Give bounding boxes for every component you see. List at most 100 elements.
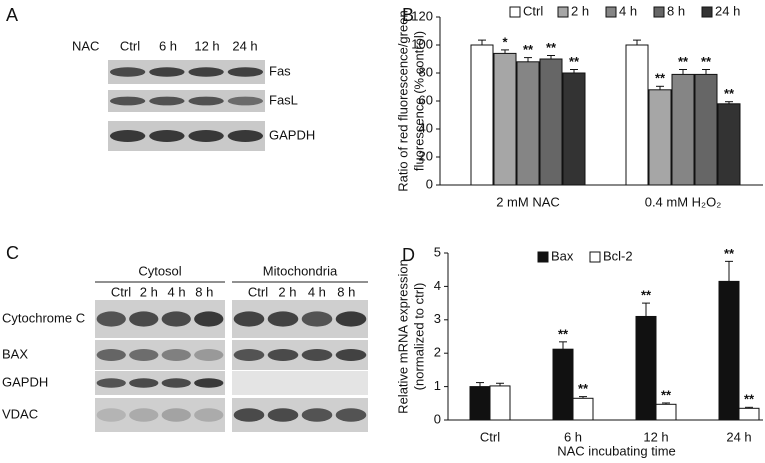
- band: [227, 130, 264, 142]
- y-tick-label: 120: [411, 8, 433, 23]
- bar: [562, 72, 586, 186]
- blot: [95, 398, 225, 432]
- y-axis-label: Relative mRNA expression: [395, 259, 410, 414]
- y-tick-label: 60: [419, 92, 433, 107]
- bar: [493, 52, 517, 186]
- band: [188, 67, 224, 77]
- band: [161, 311, 191, 327]
- x-tick-label: 2 mM NAC: [496, 194, 560, 209]
- band: [267, 349, 299, 361]
- x-tick-label: 0.4 mM H₂O₂: [645, 194, 722, 209]
- legend-swatch: [701, 6, 713, 18]
- legend-label: 4 h: [619, 3, 637, 18]
- y-axis-label: Ratio of red fluorescence/green: [395, 10, 410, 191]
- significance: **: [655, 71, 666, 86]
- bar: [738, 407, 760, 421]
- protein-label: BAX: [2, 346, 28, 361]
- band: [129, 408, 159, 422]
- significance: **: [678, 54, 689, 69]
- significance: **: [558, 326, 569, 341]
- bar: [489, 385, 511, 421]
- y-tick-label: 0: [434, 411, 441, 426]
- y-tick-label: 80: [419, 64, 433, 79]
- y-tick-label: 1: [434, 378, 441, 393]
- y-tick-label: 2: [434, 345, 441, 360]
- bar: [635, 315, 657, 421]
- band: [161, 378, 191, 388]
- bar: [469, 386, 491, 421]
- band: [301, 408, 333, 422]
- bar: [539, 58, 563, 186]
- lane-label: Ctrl: [120, 38, 140, 53]
- band: [301, 349, 333, 361]
- significance: **: [578, 381, 589, 396]
- legend-label: 8 h: [667, 3, 685, 18]
- legend-label: Bcl-2: [603, 248, 633, 263]
- band: [227, 96, 264, 106]
- panel-label: B: [402, 5, 414, 25]
- band: [194, 378, 224, 388]
- band: [161, 349, 191, 361]
- y-tick-label: 20: [419, 148, 433, 163]
- y-axis-label: fluorescence (% control): [411, 31, 426, 171]
- significance: **: [724, 246, 735, 261]
- significance: **: [661, 387, 672, 402]
- significance: **: [724, 86, 735, 101]
- band: [335, 408, 367, 422]
- legend-swatch: [557, 6, 569, 18]
- significance: **: [701, 54, 712, 69]
- band: [96, 349, 126, 361]
- protein-label: GAPDH: [2, 374, 48, 389]
- lane-label: 12 h: [194, 38, 219, 53]
- bar: [552, 348, 574, 421]
- band: [109, 96, 146, 106]
- protein-label: Cytochrome C: [2, 310, 85, 325]
- significance: **: [569, 54, 580, 69]
- y-tick-label: 5: [434, 244, 441, 259]
- legend-swatch: [509, 6, 521, 18]
- lane-label: 8 h: [337, 284, 355, 299]
- protein-label: Fas: [269, 63, 291, 78]
- panel-label: C: [6, 243, 19, 263]
- band: [129, 311, 159, 327]
- band: [96, 408, 126, 422]
- protein-label: FasL: [269, 92, 298, 107]
- y-tick-label: 4: [434, 278, 441, 293]
- lane-label: 2 h: [278, 284, 296, 299]
- lane-label: 6 h: [159, 38, 177, 53]
- band: [96, 311, 126, 327]
- bar: [717, 103, 741, 186]
- y-tick-label: 100: [411, 36, 433, 51]
- y-tick-label: 40: [419, 120, 433, 135]
- y-tick-label: 3: [434, 311, 441, 326]
- band: [267, 408, 299, 422]
- lane-label: Ctrl: [111, 284, 131, 299]
- band: [233, 349, 265, 361]
- band: [188, 96, 224, 106]
- bar: [625, 44, 649, 186]
- legend-swatch: [537, 251, 549, 263]
- band: [335, 311, 367, 327]
- lane-label: 2 h: [140, 284, 158, 299]
- bar: [648, 89, 672, 186]
- bar: [516, 61, 540, 186]
- protein-label: VDAC: [2, 406, 38, 421]
- treatment-label: NAC: [72, 38, 99, 53]
- band: [149, 96, 185, 106]
- bar: [718, 280, 740, 421]
- fraction-label: Mitochondria: [263, 263, 338, 278]
- bar: [470, 44, 494, 186]
- band: [194, 408, 224, 422]
- band: [335, 349, 367, 361]
- band: [109, 67, 146, 77]
- bar: [671, 73, 695, 186]
- band: [227, 67, 264, 77]
- y-axis-label: (normalized to ctrl): [411, 283, 426, 391]
- lane-label: 8 h: [195, 284, 213, 299]
- x-tick-label: 24 h: [726, 429, 751, 444]
- x-tick-label: Ctrl: [480, 429, 500, 444]
- band: [129, 349, 159, 361]
- band: [188, 130, 224, 142]
- bar: [572, 397, 594, 421]
